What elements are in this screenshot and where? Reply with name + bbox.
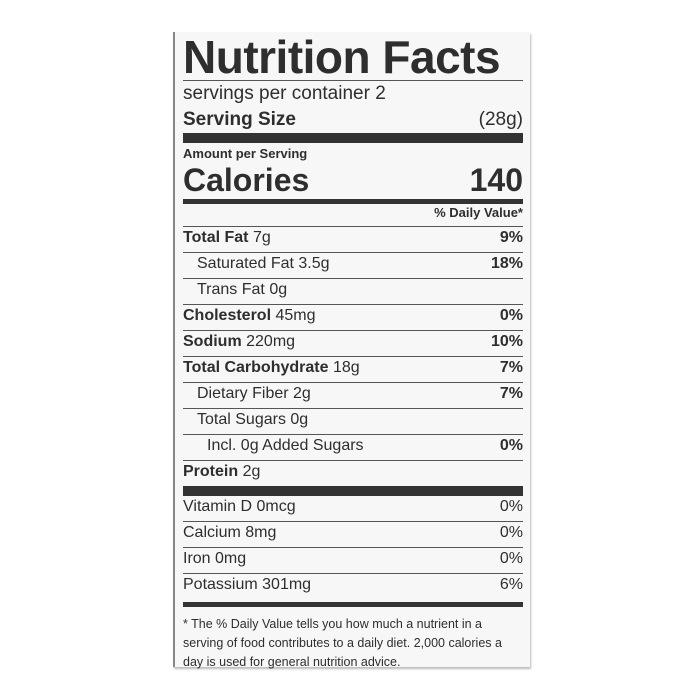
vitamin-row-potassium: Potassium 301mg 6% [183, 576, 523, 593]
nutrient-row-added-sugars: Incl. 0g Added Sugars 0% [183, 435, 523, 461]
nutrient-row-saturated-fat: Saturated Fat 3.5g 18% [183, 253, 523, 279]
vitamin-row-calcium: Calcium 8mg 0% [183, 522, 523, 548]
footnote: * The % Daily Value tells you how much a… [183, 617, 502, 669]
nutrient-row-dietary-fiber: Dietary Fiber 2g 7% [183, 383, 523, 409]
daily-value-header: % Daily Value* [183, 204, 523, 227]
nutrient-row-trans-fat: Trans Fat 0g [183, 279, 523, 305]
calories-value: 140 [469, 162, 523, 198]
nutrition-label: Nutrition Facts servings per container 2… [173, 32, 530, 669]
calories-row: Calories 140 [183, 161, 523, 199]
divider-thick [183, 486, 523, 496]
serving-size-row: Serving Size (28g) [183, 107, 523, 133]
divider-medium [183, 199, 523, 204]
serving-size-label: Serving Size [183, 109, 296, 130]
nutrient-row-total-fat: Total Fat 7g 9% [183, 227, 523, 253]
nutrient-row-cholesterol: Cholesterol 45mg 0% [183, 305, 523, 331]
calories-label: Calories [183, 162, 310, 198]
servings-per-container: servings per container 2 [183, 83, 386, 104]
nutrient-row-total-sugars: Total Sugars 0g [183, 409, 523, 435]
divider-medium [183, 602, 523, 607]
divider-thick [183, 133, 523, 143]
nutrient-row-protein: Protein 2g [183, 463, 261, 480]
label-title: Nutrition Facts [183, 32, 523, 82]
vitamin-row-vitamin-d: Vitamin D 0mcg 0% [183, 496, 523, 522]
serving-size-value: (28g) [478, 109, 523, 130]
amount-per-serving: Amount per Serving [183, 146, 308, 161]
nutrient-row-sodium: Sodium 220mg 10% [183, 331, 523, 357]
vitamin-row-iron: Iron 0mg 0% [183, 548, 523, 574]
nutrient-row-total-carbohydrate: Total Carbohydrate 18g 7% [183, 357, 523, 383]
